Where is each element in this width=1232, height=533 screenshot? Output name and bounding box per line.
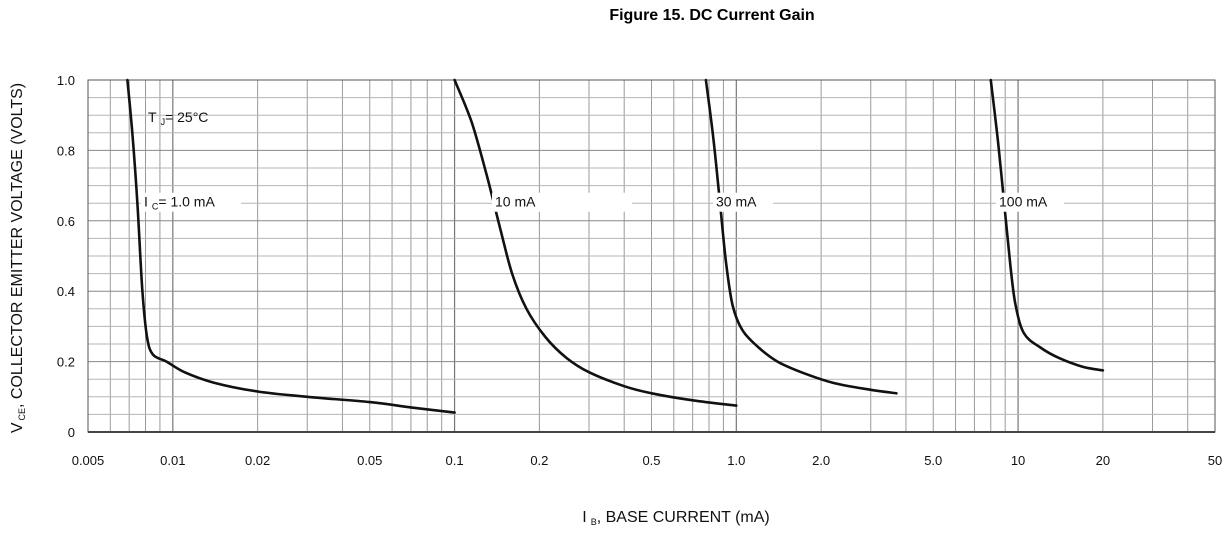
temp-anno-sub: J [161, 117, 166, 127]
x-tick-label: 50 [1208, 453, 1222, 468]
x-axis-title-main: I [582, 509, 586, 526]
series-label-3-bg [713, 192, 773, 212]
x-tick-label: 1.0 [727, 453, 745, 468]
y-axis-title-sub: CE [17, 408, 27, 421]
series-line-1 [126, 78, 456, 414]
series-label-1: I C= 1.0 mA [144, 194, 215, 212]
x-tick-label: 0.005 [72, 453, 105, 468]
x-tick-label: 0.2 [530, 453, 548, 468]
series-lines [126, 78, 1105, 414]
series-labels: I C= 1.0 mA 10 mA 30 mA 100 mA [141, 192, 1064, 212]
y-tick-label: 0 [68, 425, 75, 440]
series-label-1-bg [141, 192, 241, 212]
x-tick-label: 5.0 [924, 453, 942, 468]
series-label-4: 100 mA [999, 194, 1048, 210]
x-tick-label: 0.01 [160, 453, 185, 468]
series-label-4-part: 100 mA [999, 194, 1048, 210]
series-label-4-bg [996, 192, 1064, 212]
temp-anno-main: T [148, 109, 157, 125]
x-axis-ticks: 0.005 0.01 0.02 0.05 0.1 0.2 0.5 1.0 2.0 5.0 10 20 5… [72, 453, 1223, 468]
y-tick-label: 0.4 [57, 284, 75, 299]
series-label-3: 30 mA [716, 194, 757, 210]
y-axis-title-main: V [9, 422, 26, 433]
series-line-2 [453, 78, 738, 407]
series-line-4 [989, 78, 1105, 372]
series-label-1-part: C [152, 202, 159, 212]
y-axis-title-rest: , COLLECTOR EMITTER VOLTAGE (VOLTS) [9, 83, 26, 408]
temp-anno-rest: = 25°C [165, 109, 208, 125]
x-tick-label: 10 [1011, 453, 1025, 468]
series-label-3-part: 30 mA [716, 194, 757, 210]
chart-title: Figure 15. DC Current Gain [609, 7, 814, 24]
x-axis-title-rest: , BASE CURRENT (mA) [597, 509, 770, 526]
y-axis-title: VCE, COLLECTOR EMITTER VOLTAGE (VOLTS) [9, 83, 27, 433]
x-axis-title: I B, BASE CURRENT (mA) [582, 509, 770, 527]
y-tick-label: 0.8 [57, 143, 75, 158]
series-label-1-part: = 1.0 mA [158, 194, 215, 210]
x-tick-label: 20 [1096, 453, 1110, 468]
series-label-2-part: 10 mA [495, 194, 536, 210]
x-tick-label: 0.05 [357, 453, 382, 468]
y-tick-label: 0.6 [57, 214, 75, 229]
series-line-3 [704, 78, 898, 395]
y-tick-label: 0.2 [57, 355, 75, 370]
series-label-2: 10 mA [495, 194, 536, 210]
temperature-annotation: T J= 25°C [148, 109, 208, 127]
grid [87, 79, 1216, 433]
y-axis-ticks: 0 0.2 0.4 0.6 0.8 1.0 [57, 73, 75, 440]
plot-frame [87, 79, 1216, 433]
x-tick-label: 0.5 [642, 453, 660, 468]
x-axis-title-sub: B [591, 517, 597, 527]
x-tick-label: 0.02 [245, 453, 270, 468]
series-label-1-part: I [144, 194, 148, 210]
y-tick-label: 1.0 [57, 73, 75, 88]
x-tick-label: 0.1 [446, 453, 464, 468]
x-tick-label: 2.0 [812, 453, 830, 468]
series-label-2-bg [492, 192, 632, 212]
